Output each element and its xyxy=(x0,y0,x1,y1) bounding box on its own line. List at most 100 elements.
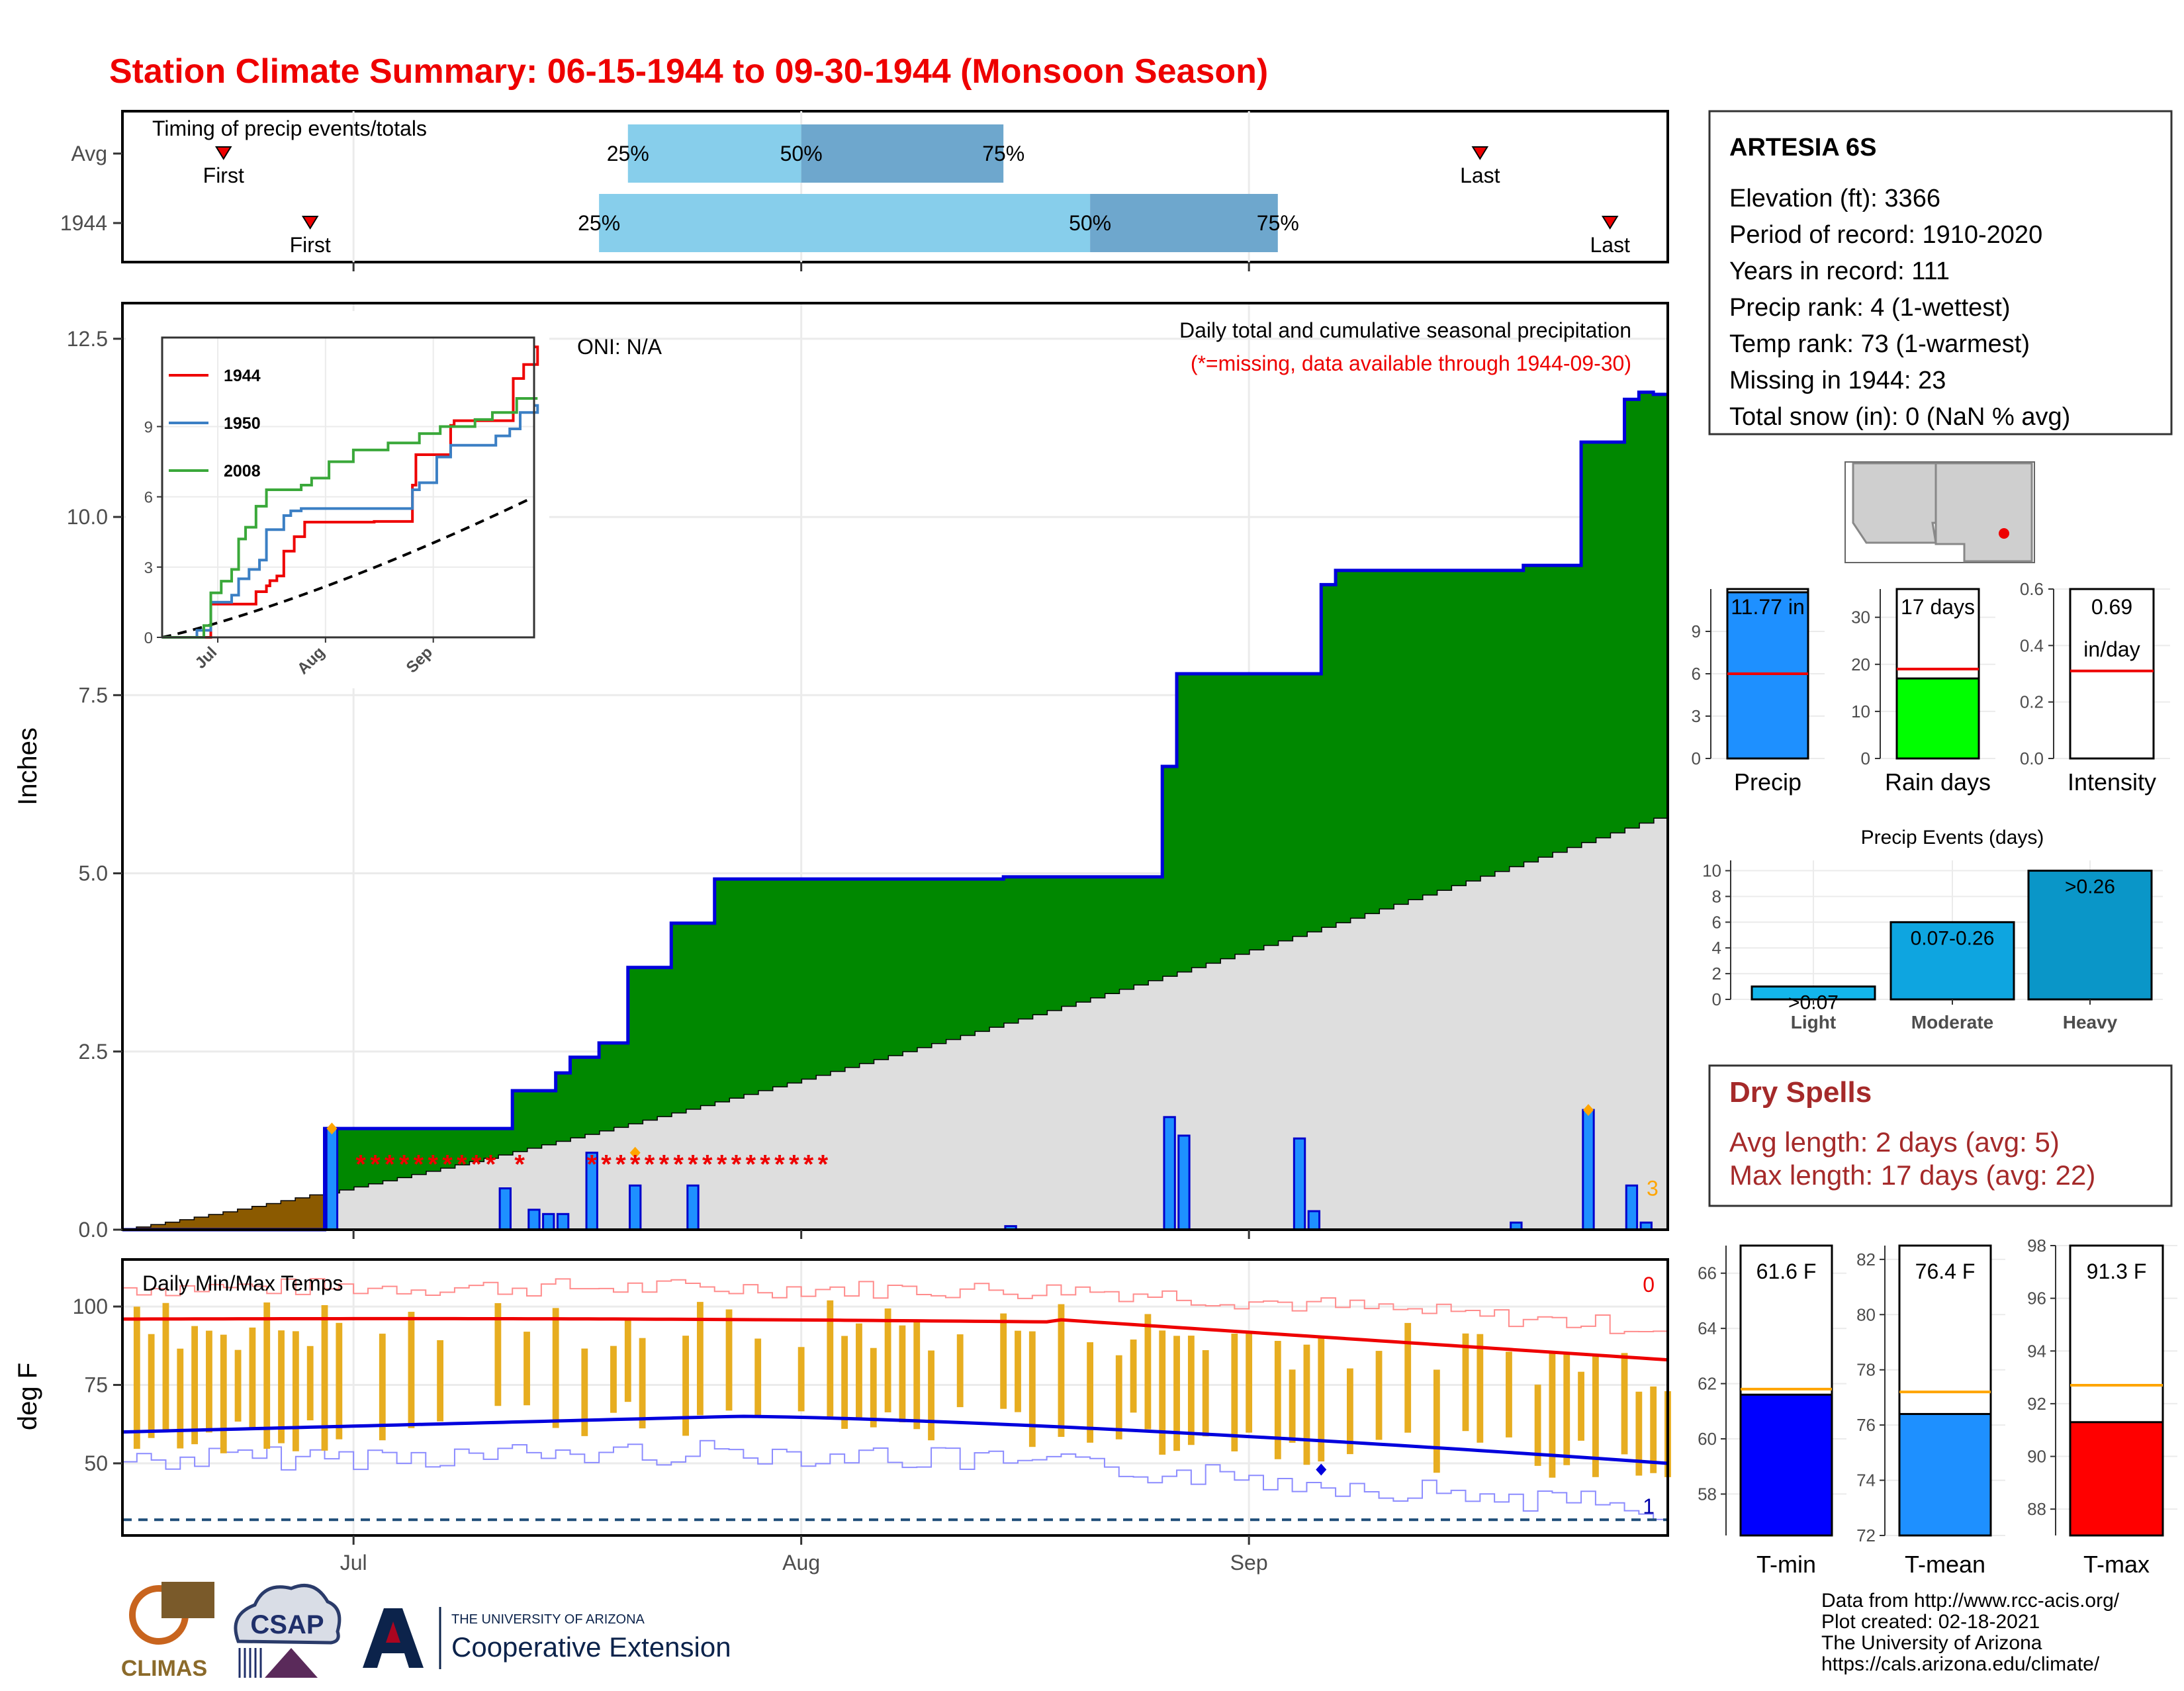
daily-temp-range-bar xyxy=(249,1327,256,1430)
missing-day-marker: * xyxy=(355,1150,366,1179)
x-axis-month-label: Aug xyxy=(782,1551,820,1575)
timing-first-label: First xyxy=(203,163,244,187)
tbar-category-label: T-max xyxy=(2083,1551,2150,1578)
missing-day-marker: * xyxy=(645,1150,655,1179)
daily-temp-range-bar xyxy=(292,1331,299,1451)
summary-tick-label: 0.6 xyxy=(2020,579,2044,599)
daily-temp-range-bar xyxy=(1506,1351,1512,1438)
timing-last-marker xyxy=(1601,216,1619,230)
event-bar xyxy=(2027,870,2153,1001)
daily-temp-range-bar xyxy=(379,1334,386,1441)
missing-day-marker: * xyxy=(630,1150,641,1179)
main-y-tick-label: 5.0 xyxy=(79,862,108,886)
event-category-label: Heavy xyxy=(2063,1012,2118,1032)
daily-precip-bar xyxy=(686,1184,700,1231)
summary-tick-label: 0.0 xyxy=(2020,749,2044,768)
tbar-tick-label: 72 xyxy=(1856,1526,1876,1545)
daily-temp-range-bar xyxy=(725,1309,733,1411)
daily-temp-range-bar xyxy=(1534,1385,1541,1466)
daily-temp-range-bar xyxy=(1592,1355,1599,1477)
extreme-marker xyxy=(629,1146,641,1159)
temps-y-tick-label: 100 xyxy=(73,1295,108,1318)
missing-day-marker: * xyxy=(428,1150,438,1179)
missing-day-marker: * xyxy=(659,1150,670,1179)
timing-title: Timing of precip events/totals xyxy=(152,116,427,140)
daily-temp-range-bar xyxy=(494,1303,502,1406)
tbar-tick-label: 66 xyxy=(1698,1263,1717,1283)
inset-y-tick-label: 6 xyxy=(144,489,153,507)
tbar-tick-label: 92 xyxy=(2027,1394,2046,1414)
daily-precip-bar xyxy=(1293,1137,1306,1231)
inset-y-tick-label: 3 xyxy=(144,559,153,577)
daily-temp-range-bar xyxy=(162,1303,169,1432)
daily-temp-range-bar xyxy=(956,1334,964,1408)
missing-day-marker: * xyxy=(601,1150,612,1179)
main-y-tick-label: 0.0 xyxy=(79,1218,108,1242)
timing-row-label: Avg xyxy=(71,142,107,165)
ua-small-text: THE UNIVERSITY OF ARIZONA xyxy=(451,1612,645,1627)
summary-value-bar xyxy=(1895,677,1980,760)
oni-label: ONI: N/A xyxy=(577,335,662,359)
daily-temp-range-bar xyxy=(1635,1391,1643,1476)
daily-precip-bar xyxy=(498,1187,512,1231)
daily-temp-range-bar xyxy=(1115,1355,1122,1440)
events-tick-label: 10 xyxy=(1702,861,1721,881)
tbar-category-label: T-mean xyxy=(1905,1551,1985,1578)
summary-tick-label: 20 xyxy=(1851,655,1870,674)
temps-count-high: 0 xyxy=(1643,1273,1655,1297)
footer-credit-line: Plot created: 02-18-2021 xyxy=(1821,1611,2040,1633)
extreme-marker xyxy=(1582,1104,1594,1117)
tbar-tick-label: 60 xyxy=(1698,1429,1717,1449)
missing-day-marker: * xyxy=(673,1150,684,1179)
normal-min-line xyxy=(122,1414,1668,1465)
timing-last-label: Last xyxy=(1590,233,1630,257)
temperature-chart: Daily Min/Max Temps 0 1 50 75 100 deg F Jul Aug S… xyxy=(13,1258,1671,1575)
daily-temp-range-bar xyxy=(1028,1331,1036,1447)
daily-temp-range-bar xyxy=(1246,1334,1253,1433)
summary-tick-label: 30 xyxy=(1851,608,1870,627)
daily-temp-range-bar xyxy=(1000,1313,1007,1409)
missing-day-marker: * xyxy=(457,1150,467,1179)
station-detail-line: Period of record: 1910-2020 xyxy=(1729,221,2042,249)
missing-day-marker: * xyxy=(789,1150,799,1179)
missing-day-marker: * xyxy=(399,1150,410,1179)
event-bar-label: 0.07-0.26 xyxy=(1911,927,1995,949)
daily-temp-range-bar xyxy=(928,1350,934,1441)
summary-tick-label: 9 xyxy=(1692,621,1701,641)
tbar-tick-label: 74 xyxy=(1856,1471,1876,1490)
daily-temp-range-bar xyxy=(523,1332,530,1406)
station-detail-line: Temp rank: 73 (1-warmest) xyxy=(1729,330,2030,358)
main-y-tick-label: 7.5 xyxy=(79,683,108,707)
daily-temp-range-bar xyxy=(899,1325,906,1423)
tbar-value-bar xyxy=(1898,1412,1992,1537)
missing-day-marker: * xyxy=(774,1150,785,1179)
missing-day-marker: * xyxy=(514,1150,525,1179)
tbar-tick-label: 94 xyxy=(2027,1341,2046,1361)
deficit-area xyxy=(122,1195,325,1230)
tbar-tick-label: 62 xyxy=(1698,1374,1717,1394)
tbar-tick-label: 98 xyxy=(2027,1236,2046,1256)
timing-p25-label: 25% xyxy=(607,142,649,165)
daily-temp-range-bar xyxy=(754,1338,762,1416)
climas-logo-block xyxy=(161,1582,214,1618)
precip-chart-subtitle: (*=missing, data available through 1944-… xyxy=(1191,351,1631,375)
summary-value-bar xyxy=(1726,591,1809,760)
daily-temp-range-bar xyxy=(1477,1334,1484,1443)
location-map xyxy=(1844,461,2035,563)
daily-temp-range-bar xyxy=(1289,1369,1296,1443)
temps-y-tick-label: 50 xyxy=(84,1451,108,1475)
page-title: Station Climate Summary: 06-15-1944 to 0… xyxy=(109,52,1268,91)
daily-temp-range-bar xyxy=(1058,1304,1065,1438)
daily-temp-range-bar xyxy=(1202,1350,1209,1437)
daily-temp-range-bar xyxy=(306,1346,314,1421)
record-low-line xyxy=(122,1440,1668,1520)
main-y-tick-label: 12.5 xyxy=(67,327,108,351)
daily-precip-bar xyxy=(1163,1116,1176,1231)
temps-frame xyxy=(121,1258,1669,1537)
x-axis-month-label: Sep xyxy=(1230,1551,1268,1575)
daily-temp-range-bar xyxy=(1433,1369,1440,1473)
daily-temp-range-bar xyxy=(870,1348,877,1428)
summary-value-unit: in/day xyxy=(2083,637,2140,661)
summary-tick-label: 3 xyxy=(1692,706,1701,726)
